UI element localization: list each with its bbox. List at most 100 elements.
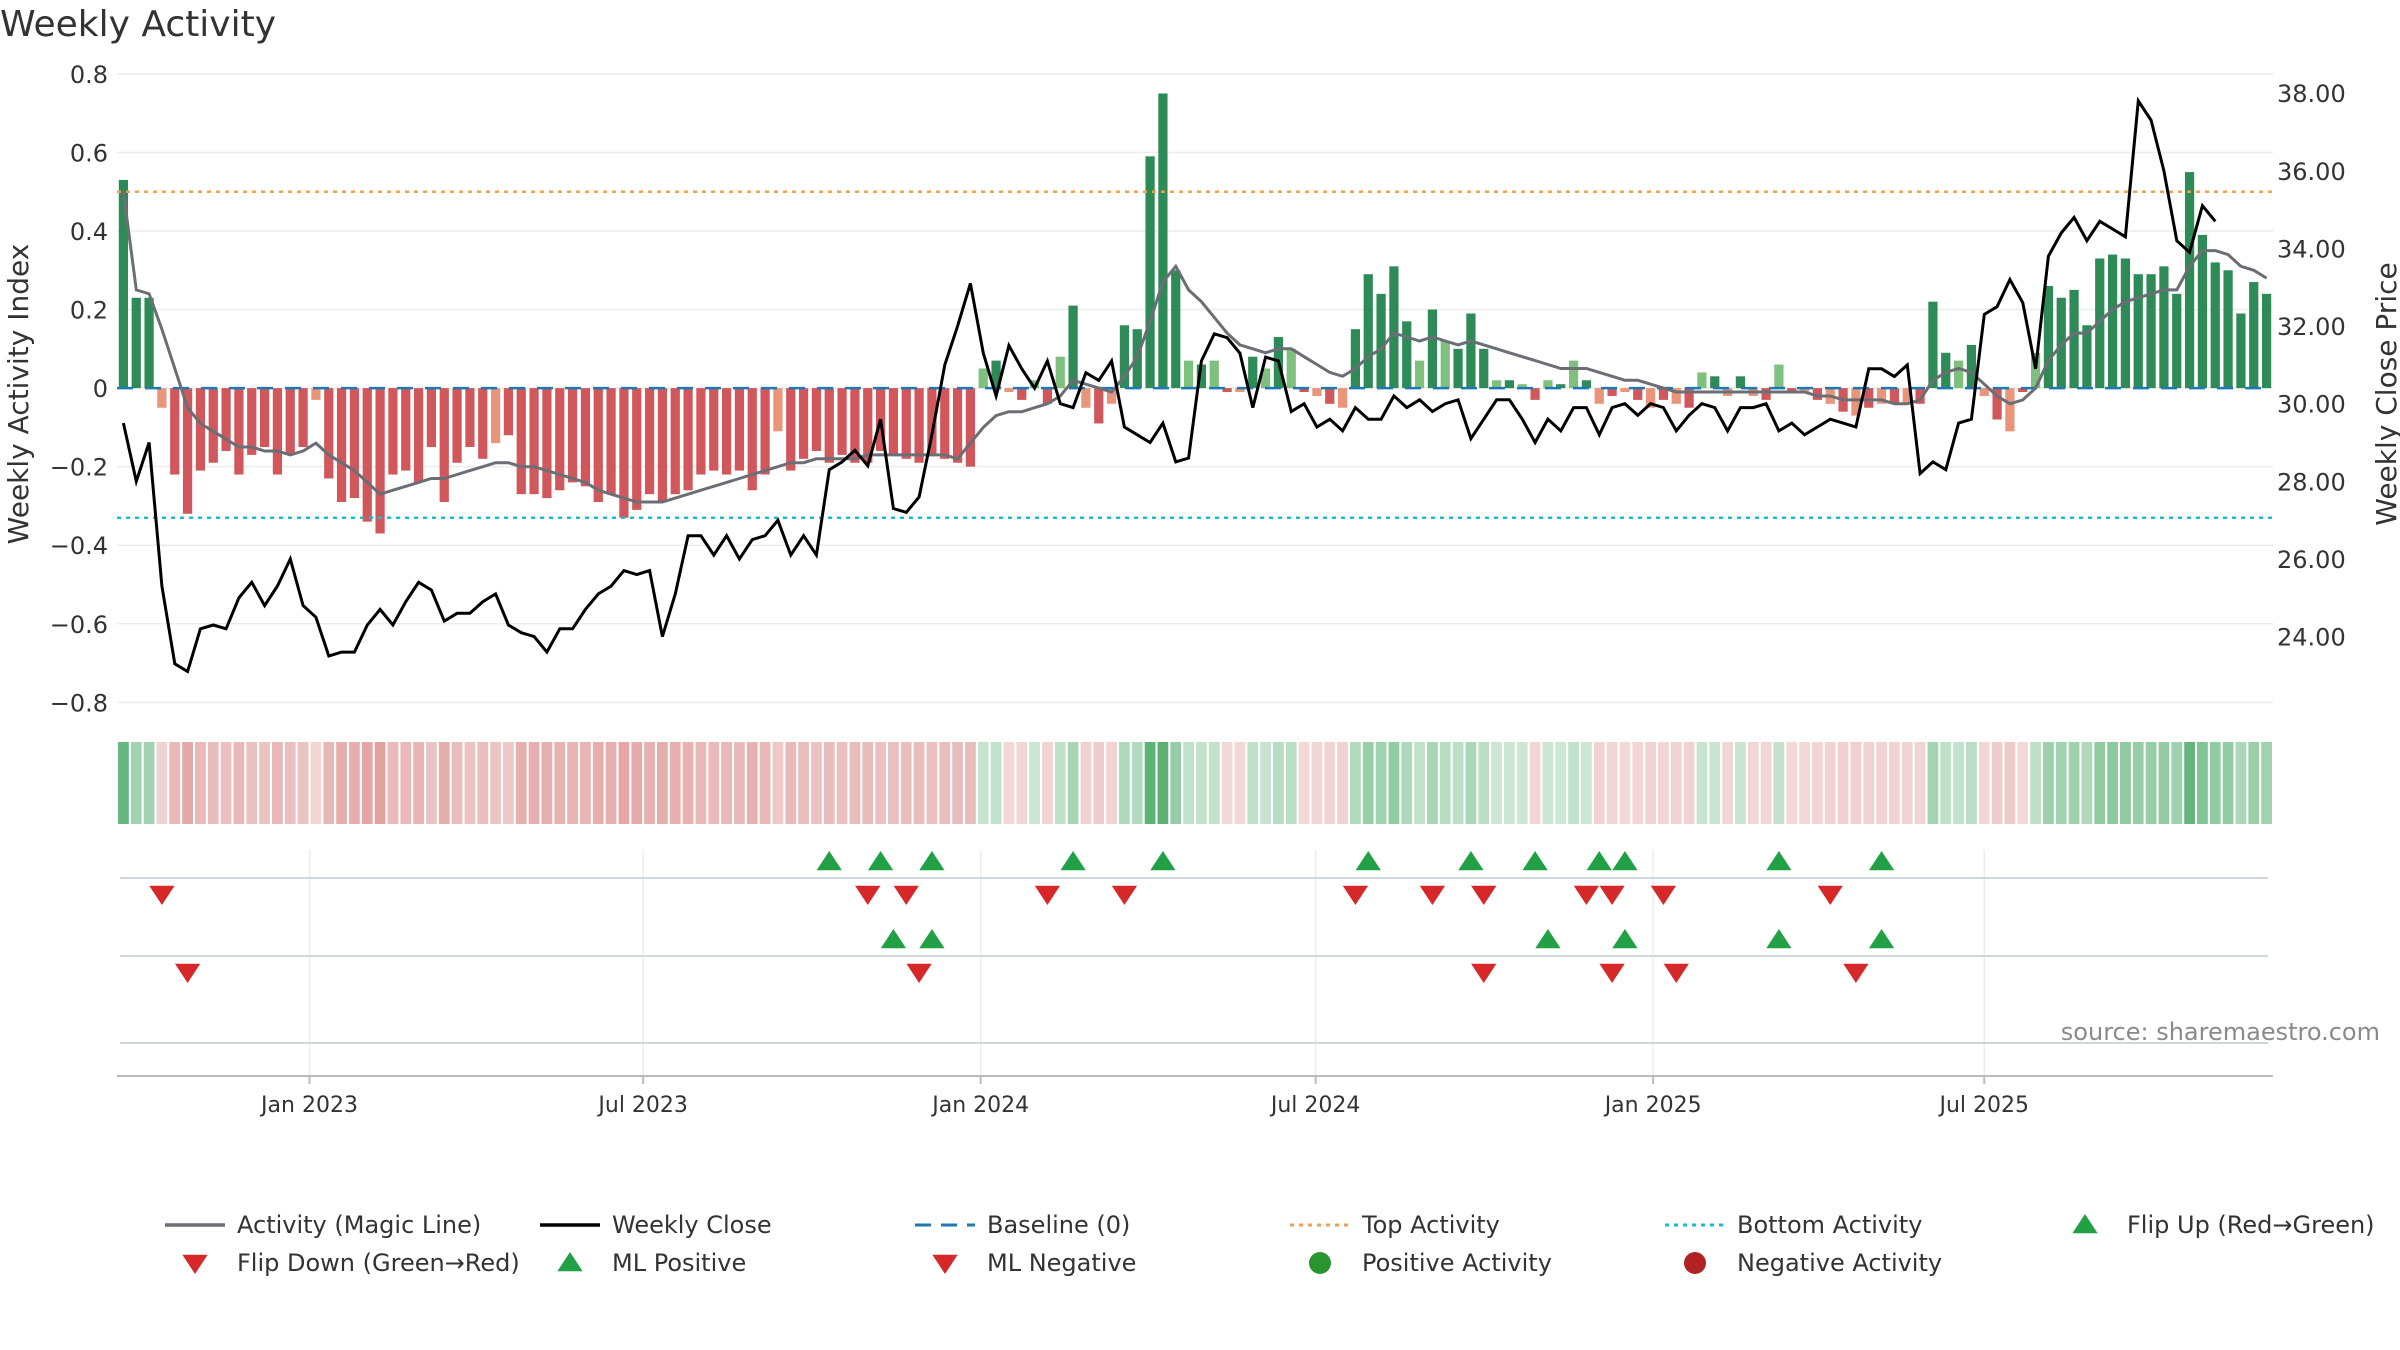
strip-cell xyxy=(1196,742,1207,824)
flip-down-marker xyxy=(1111,885,1138,905)
activity-bar xyxy=(2120,258,2131,389)
activity-bar xyxy=(978,368,988,389)
strip-cell xyxy=(1285,742,1297,824)
strip-cell xyxy=(1337,742,1348,824)
legend-item: Negative Activity xyxy=(1684,1249,1942,1277)
strip-cell xyxy=(374,742,386,824)
activity-bar xyxy=(503,388,514,436)
activity-bar xyxy=(670,388,680,495)
strip-cell xyxy=(182,742,193,824)
legend-swatch xyxy=(932,1254,958,1274)
activity-bar xyxy=(1876,388,1887,404)
strip-cell xyxy=(1593,742,1605,824)
y-tick-label: −0.8 xyxy=(50,689,108,717)
strip-cell xyxy=(2132,742,2144,824)
activity-bar xyxy=(2043,285,2054,389)
strip-cell xyxy=(1966,742,1977,824)
activity-bar xyxy=(272,388,283,475)
strip-cell xyxy=(1427,742,1438,824)
y-tick-label: −0.6 xyxy=(50,611,108,639)
activity-bar xyxy=(2236,313,2246,389)
activity-bar xyxy=(1337,388,1348,408)
strip-cell xyxy=(708,742,720,824)
strip-cell xyxy=(1812,742,1823,824)
activity-bar xyxy=(336,388,347,503)
legend: Activity (Magic Line) Weekly Close Baselin… xyxy=(165,1211,2375,1277)
activity-bar xyxy=(1761,388,1771,400)
strip-cell xyxy=(1362,742,1374,824)
strip-cell xyxy=(1722,742,1733,824)
activity-bar xyxy=(683,388,693,491)
activity-bar xyxy=(773,388,783,432)
legend-label: Positive Activity xyxy=(1362,1249,1552,1277)
strip-cell xyxy=(2055,742,2067,824)
strip-cell xyxy=(1273,742,1284,824)
activity-bar xyxy=(285,388,295,455)
activity-bar xyxy=(991,360,1001,389)
activity-bar xyxy=(1556,384,1566,389)
legend-item: Activity (Magic Line) xyxy=(165,1211,481,1239)
activity-bar xyxy=(914,388,924,463)
activity-bar xyxy=(1594,388,1604,404)
strip-cell xyxy=(1658,742,1669,824)
axes: 0.8 0.6 0.4 0.2 0 −0.2 −0.4 −0.6 −0.8 38.00 36.00 3… xyxy=(2,61,2400,1118)
activity-bar xyxy=(478,388,488,459)
ml-positive-marker xyxy=(919,929,945,949)
legend-label: ML Negative xyxy=(987,1249,1136,1277)
strip-cell xyxy=(2197,742,2208,824)
activity-bar xyxy=(2005,388,2015,432)
activity-bar xyxy=(2261,293,2272,389)
strip-cell xyxy=(1029,742,1040,824)
strip-cell xyxy=(1324,742,1336,824)
legend-item: Flip Up (Red→Green) xyxy=(2072,1211,2375,1239)
activity-bar xyxy=(811,388,822,451)
flip-up-marker xyxy=(816,851,842,871)
legend-swatch xyxy=(182,1254,208,1274)
strip-cell xyxy=(233,742,245,824)
flip-down-marker xyxy=(1034,885,1061,905)
strip-cell xyxy=(1901,742,1913,824)
flip-down-marker xyxy=(1599,885,1625,905)
strip-cell xyxy=(1991,742,2003,824)
strip-cell xyxy=(413,742,424,824)
strip-cell xyxy=(310,742,322,824)
ml-negative-marker xyxy=(1599,963,1625,983)
activity-bar xyxy=(1081,388,1091,408)
strip-cell xyxy=(592,742,604,824)
x-tick-label: Jan 2023 xyxy=(259,1093,358,1118)
activity-bar xyxy=(1209,360,1219,389)
strip-cell xyxy=(284,742,296,824)
activity-bar xyxy=(1504,380,1515,389)
strip-cell xyxy=(1093,742,1105,824)
strip-cell xyxy=(1760,742,1772,824)
strip-cell xyxy=(118,742,129,824)
y-tick-label: 0 xyxy=(93,375,108,403)
strip-cell xyxy=(2107,742,2118,824)
flip-up-marker xyxy=(1766,851,1792,871)
activity-bar xyxy=(2018,388,2028,393)
strip-cell xyxy=(554,742,566,824)
flip-up-marker xyxy=(1355,851,1381,871)
activity-bar xyxy=(1517,384,1527,389)
activity-bar xyxy=(555,388,565,491)
activity-bar xyxy=(1222,388,1232,393)
strip-cell xyxy=(2158,742,2170,824)
strip-cell xyxy=(1157,742,1169,824)
activity-bar xyxy=(2107,254,2118,389)
strip-cell xyxy=(1619,742,1631,824)
flip-down-marker xyxy=(1471,885,1497,905)
strip-cell xyxy=(1311,742,1323,824)
activity-bar xyxy=(1055,356,1065,389)
strip-cell xyxy=(990,742,1002,824)
flip-down-marker xyxy=(149,885,175,905)
activity-bar xyxy=(965,388,976,467)
legend-item: Top Activity xyxy=(1290,1211,1500,1239)
activity-bar xyxy=(1633,388,1643,400)
activity-bar xyxy=(1953,360,1964,389)
flip-down-marker xyxy=(1342,885,1369,905)
strip-cell xyxy=(682,742,694,824)
strip-cell xyxy=(2235,742,2247,824)
activity-bar xyxy=(401,388,411,471)
strip-cell xyxy=(1555,742,1567,824)
